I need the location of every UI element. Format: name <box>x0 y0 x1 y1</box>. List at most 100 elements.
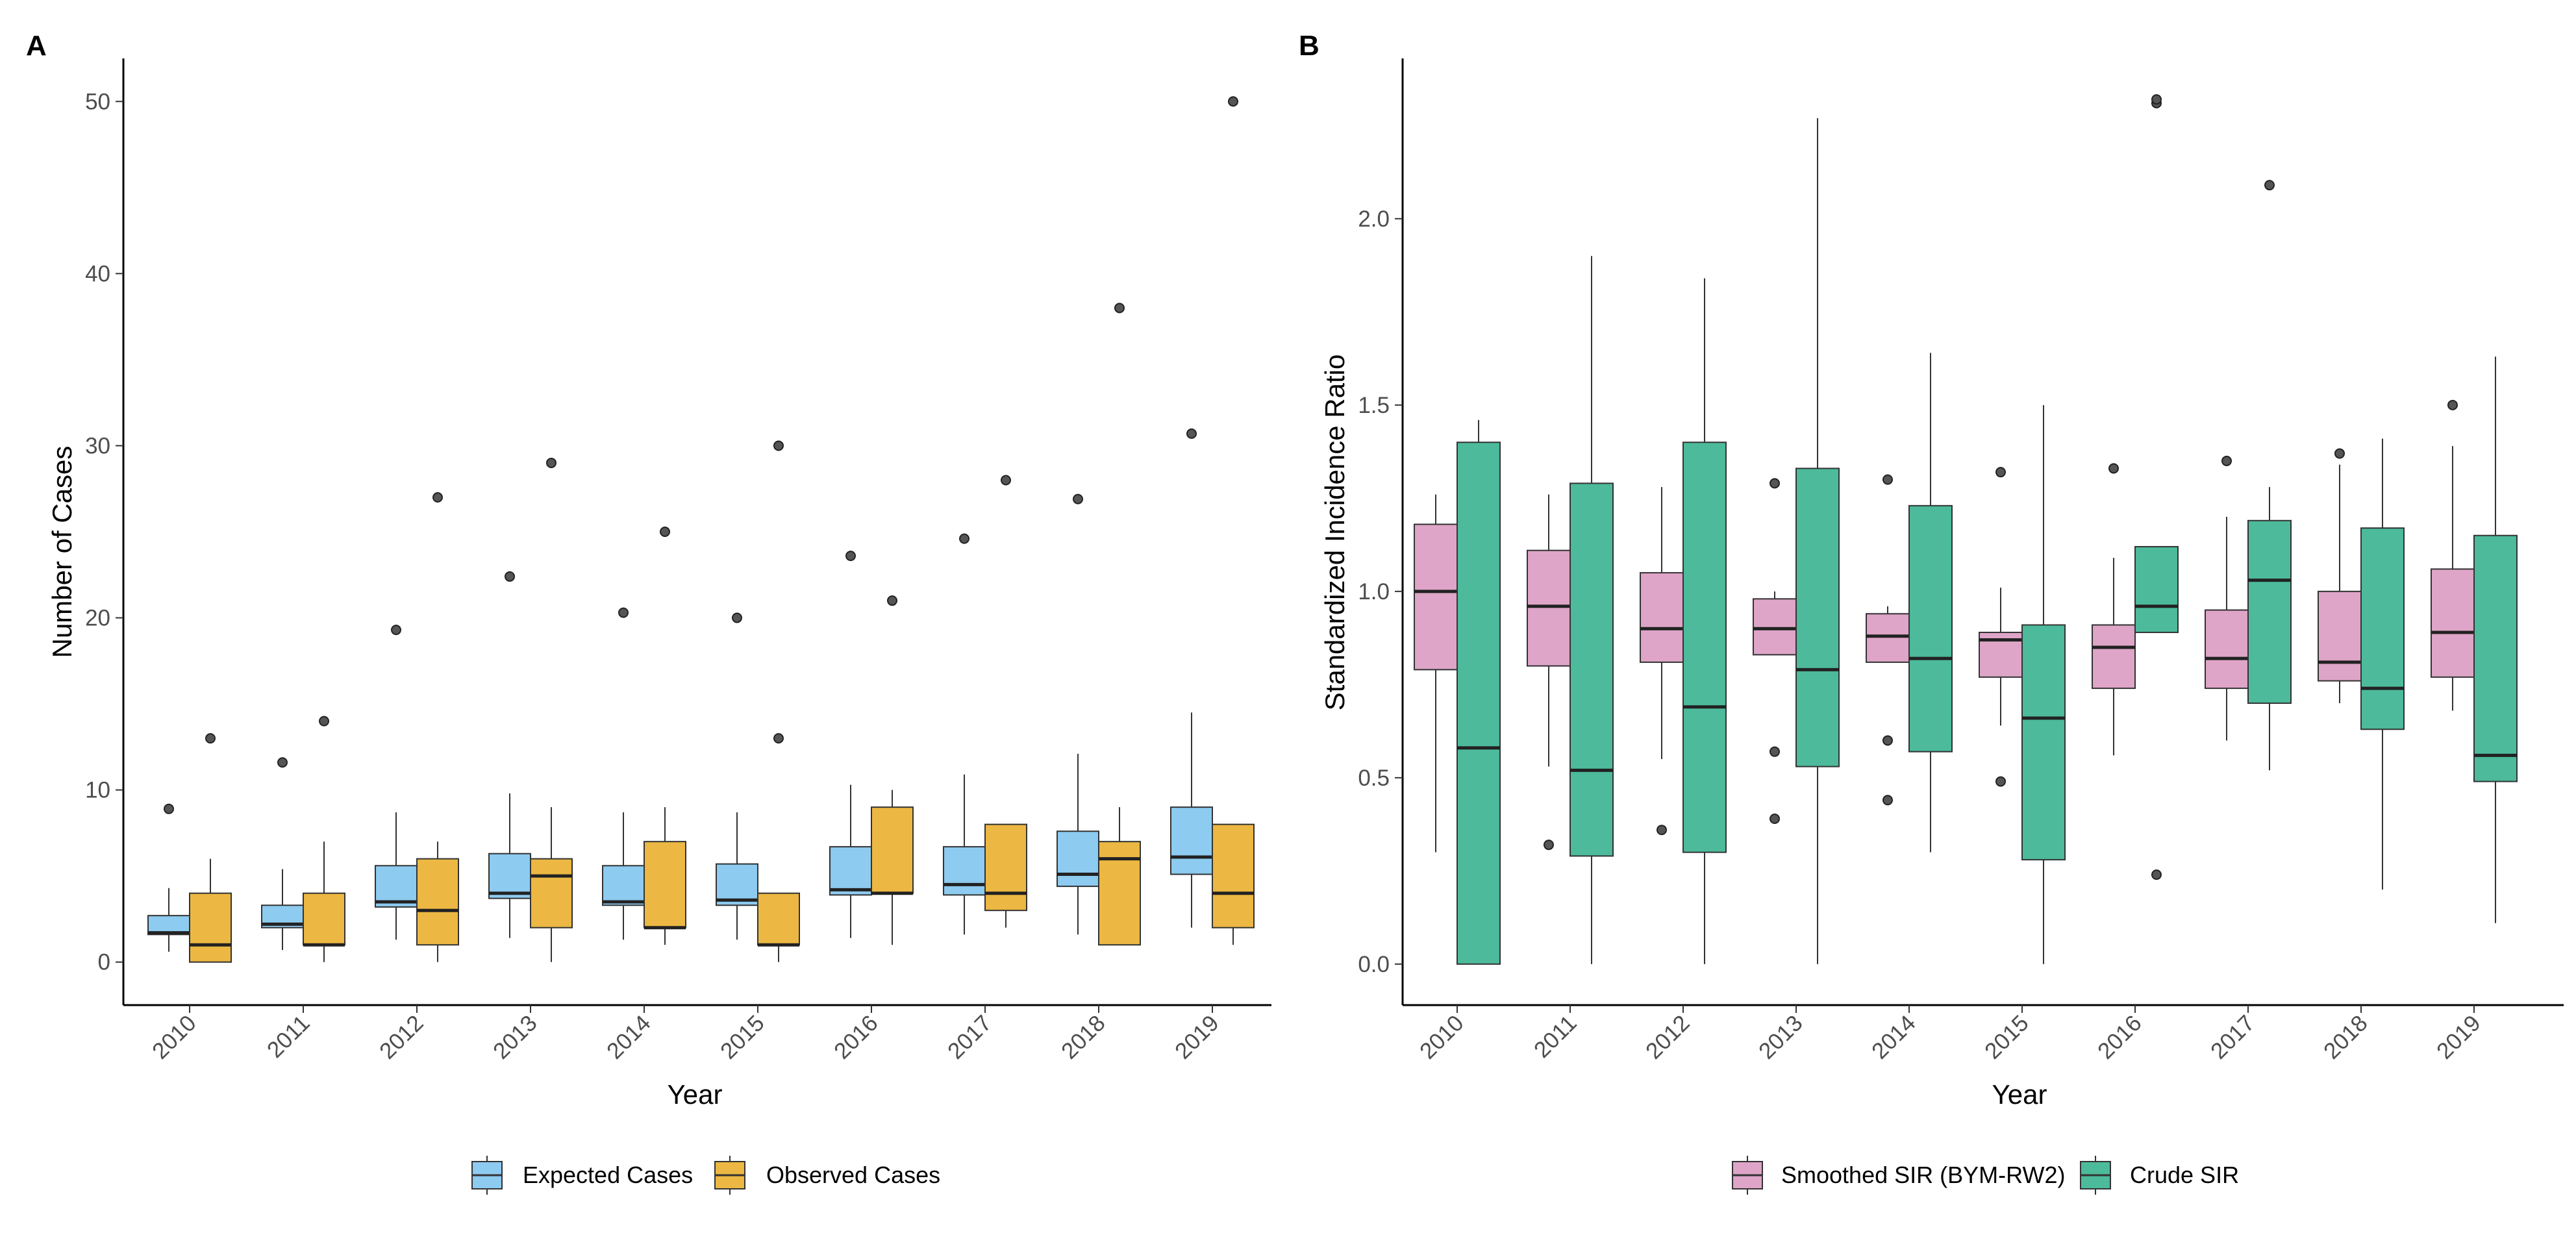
outlier-point <box>505 571 515 582</box>
legend-label-crude-sir: Crude SIR <box>2130 1162 2239 1188</box>
box-expected-cases-2011 <box>261 757 304 951</box>
legend-item-expected: Expected Cases <box>471 1156 693 1195</box>
x-tick-label: 2010 <box>1415 1010 1469 1064</box>
box-observed-cases-2013 <box>530 457 573 962</box>
box-crude-sir-2012 <box>1682 278 1727 964</box>
box-expected-cases-2010 <box>147 803 190 952</box>
legend: Expected Cases Observed Cases <box>471 1156 940 1195</box>
box-expected-cases-2018 <box>1057 493 1099 935</box>
box-observed-cases-2012 <box>416 492 459 962</box>
y-tick-label: 50 <box>85 89 110 114</box>
panel-b: B 0.0 0.5 1.0 1.5 2.0 2010 2011 2012 2013 2014 201… <box>1299 30 2564 1195</box>
box-crude-sir-2011 <box>1569 256 1614 964</box>
outlier-point <box>319 716 329 727</box>
x-tick-label: 2010 <box>147 1010 201 1064</box>
box-expected-cases-2013 <box>488 571 531 938</box>
outlier-point <box>1769 813 1780 824</box>
outlier-point <box>2108 463 2119 474</box>
box-iqr <box>1098 841 1141 946</box>
box-iqr <box>2318 590 2362 682</box>
box-iqr <box>1908 504 1953 753</box>
box-observed-cases-2017 <box>984 475 1027 928</box>
outlier-point <box>1001 475 1011 486</box>
x-tick-label: 2012 <box>375 1010 429 1064</box>
box-smoothed-sir-bym-rw2-2017 <box>2205 455 2249 741</box>
x-tick-label: 2012 <box>1641 1010 1695 1064</box>
outlier-point <box>1882 474 1893 485</box>
y-tick-label: 0.0 <box>1358 952 1390 977</box>
box-crude-sir-2015 <box>2021 405 2066 964</box>
box-iqr <box>303 892 345 946</box>
box-expected-cases-2012 <box>375 625 418 940</box>
outlier-point <box>1882 795 1893 806</box>
outlier-point <box>2221 455 2232 466</box>
outlier-point <box>887 595 897 606</box>
box-smoothed-sir-bym-rw2-2011 <box>1527 494 1571 851</box>
legend-item-smoothed-sir: Smoothed SIR (BYM-RW2) <box>1732 1156 2065 1195</box>
box-expected-cases-2016 <box>829 551 872 938</box>
x-tick-label: 2017 <box>2206 1010 2260 1064</box>
x-tick-label: 2011 <box>262 1010 315 1063</box>
box-iqr <box>1457 442 1501 965</box>
box-smoothed-sir-bym-rw2-2018 <box>2318 448 2362 704</box>
outlier-point <box>1769 478 1780 489</box>
box-iqr <box>871 806 914 894</box>
y-axis-title: Number of Cases <box>47 446 77 658</box>
box-iqr <box>375 865 418 908</box>
box-observed-cases-2010 <box>189 733 232 963</box>
box-smoothed-sir-bym-rw2-2010 <box>1414 494 1458 853</box>
box-expected-cases-2015 <box>716 612 758 940</box>
box-iqr <box>2021 624 2066 861</box>
x-axis-title: Year <box>1992 1079 2047 1110</box>
x-tick-label: 2013 <box>1754 1010 1808 1064</box>
x-tick-label: 2015 <box>1980 1010 2034 1064</box>
box-iqr <box>416 858 459 946</box>
box-observed-cases-2014 <box>644 527 686 945</box>
y-tick-label: 1.5 <box>1358 393 1390 418</box>
box-iqr <box>1569 482 1614 857</box>
legend-label-expected: Expected Cases <box>523 1162 693 1188</box>
outlier-point <box>2151 869 2162 880</box>
x-tick-label: 2016 <box>829 1010 883 1064</box>
outlier-point <box>1114 303 1125 314</box>
box-iqr <box>2360 527 2405 730</box>
y-tick-label: 0 <box>98 950 110 975</box>
legend-label-smoothed-sir: Smoothed SIR (BYM-RW2) <box>1781 1162 2065 1188</box>
panel-a: A 0 10 20 30 40 50 2010 2011 2012 2013 2014 2015 201… <box>26 30 1271 1195</box>
outlier-point <box>277 757 288 768</box>
outlier-point <box>1995 467 2006 478</box>
box-iqr <box>2473 534 2518 782</box>
panel-label: B <box>1299 30 1319 62</box>
box-smoothed-sir-bym-rw2-2012 <box>1640 487 1684 836</box>
box-iqr <box>2247 519 2292 704</box>
box-observed-cases-2015 <box>757 440 800 962</box>
outlier-point <box>205 733 216 744</box>
box-smoothed-sir-bym-rw2-2016 <box>2092 463 2136 756</box>
outlier-point <box>546 457 556 468</box>
outlier-point <box>959 533 969 544</box>
outlier-point <box>845 551 856 562</box>
box-crude-sir-2017 <box>2247 180 2292 771</box>
legend-item-crude-sir: Crude SIR <box>2080 1156 2239 1195</box>
box-iqr <box>1640 572 1684 663</box>
box-crude-sir-2019 <box>2473 356 2518 923</box>
box-iqr <box>1170 806 1213 875</box>
box-expected-cases-2019 <box>1170 428 1213 928</box>
box-iqr <box>943 846 986 896</box>
outlier-point <box>391 625 401 636</box>
box-iqr <box>530 858 573 928</box>
box-iqr <box>2092 624 2136 690</box>
panel-label: A <box>26 30 47 62</box>
box-iqr <box>984 823 1027 912</box>
outlier-point <box>432 492 443 503</box>
box-observed-cases-2016 <box>871 595 914 945</box>
x-tick-label: 2014 <box>602 1010 656 1064</box>
box-iqr <box>1057 830 1099 888</box>
legend-label-observed: Observed Cases <box>766 1162 940 1188</box>
x-tick-label: 2016 <box>2093 1010 2147 1064</box>
y-tick-label: 2.0 <box>1358 206 1390 232</box>
box-iqr <box>1527 549 1571 667</box>
box-iqr <box>716 863 758 906</box>
outlier-point <box>164 803 174 814</box>
